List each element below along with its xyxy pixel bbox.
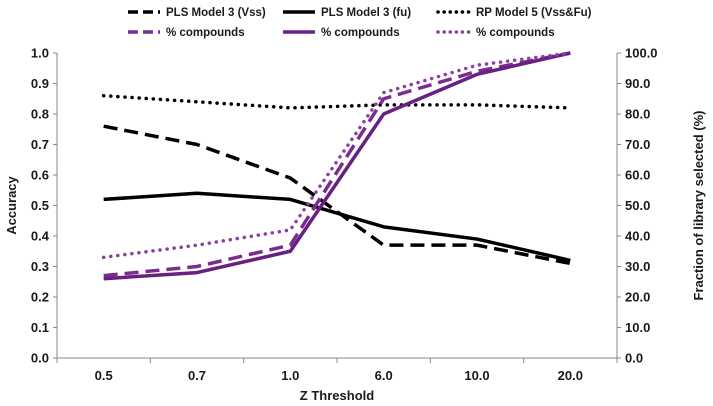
y2-tick-label: 70.0: [625, 137, 650, 152]
x-axis-title: Z Threshold: [300, 388, 374, 403]
y-axis-title: Accuracy: [4, 175, 19, 234]
series-line-6: [101, 51, 573, 260]
y-tick-label: 0.7: [31, 137, 49, 152]
series-line-3: [101, 93, 573, 110]
legend-label: PLS Model 3 (Vss): [166, 7, 266, 19]
y-tick-label: 0.4: [31, 229, 50, 244]
legend-label: % compounds: [476, 27, 555, 39]
y2-tick-label: 80.0: [625, 107, 650, 122]
legend-label: % compounds: [321, 27, 400, 39]
y2-axis-title: Fraction of library selected (%): [691, 111, 706, 301]
y-tick-label: 0.8: [31, 107, 49, 122]
y2-tick-label: 40.0: [625, 229, 650, 244]
y2-tick-label: 10.0: [625, 320, 650, 335]
x-tick-label: 0.5: [95, 368, 113, 383]
series-line-5: [103, 51, 571, 281]
y-tick-label: 0.1: [31, 320, 49, 335]
x-tick-label: 10.0: [464, 368, 489, 383]
legend-label: PLS Model 3 (fu): [321, 7, 411, 19]
y-tick-label: 0.9: [31, 76, 49, 91]
legend-label: % compounds: [166, 27, 245, 39]
y2-tick-label: 30.0: [625, 259, 650, 274]
x-tick-label: 20.0: [558, 368, 583, 383]
y2-tick-label: 90.0: [625, 76, 650, 91]
series-line-4: [103, 51, 571, 278]
y-tick-label: 1.0: [31, 46, 49, 61]
x-tick-label: 6.0: [375, 368, 393, 383]
y-tick-label: 0.3: [31, 259, 49, 274]
series-line-2: [103, 191, 571, 263]
y2-tick-label: 100.0: [625, 46, 658, 61]
y-tick-label: 0.2: [31, 290, 49, 305]
y2-tick-label: 50.0: [625, 198, 650, 213]
y2-tick-label: 0.0: [625, 351, 643, 366]
y-tick-label: 0.0: [31, 351, 49, 366]
legend-label: RP Model 5 (Vss&Fu): [476, 7, 592, 19]
y2-tick-label: 60.0: [625, 168, 650, 183]
x-tick-label: 1.0: [281, 368, 299, 383]
y2-tick-label: 20.0: [625, 290, 650, 305]
x-tick-label: 0.7: [188, 368, 206, 383]
y-tick-label: 0.5: [31, 198, 49, 213]
y-tick-label: 0.6: [31, 168, 49, 183]
